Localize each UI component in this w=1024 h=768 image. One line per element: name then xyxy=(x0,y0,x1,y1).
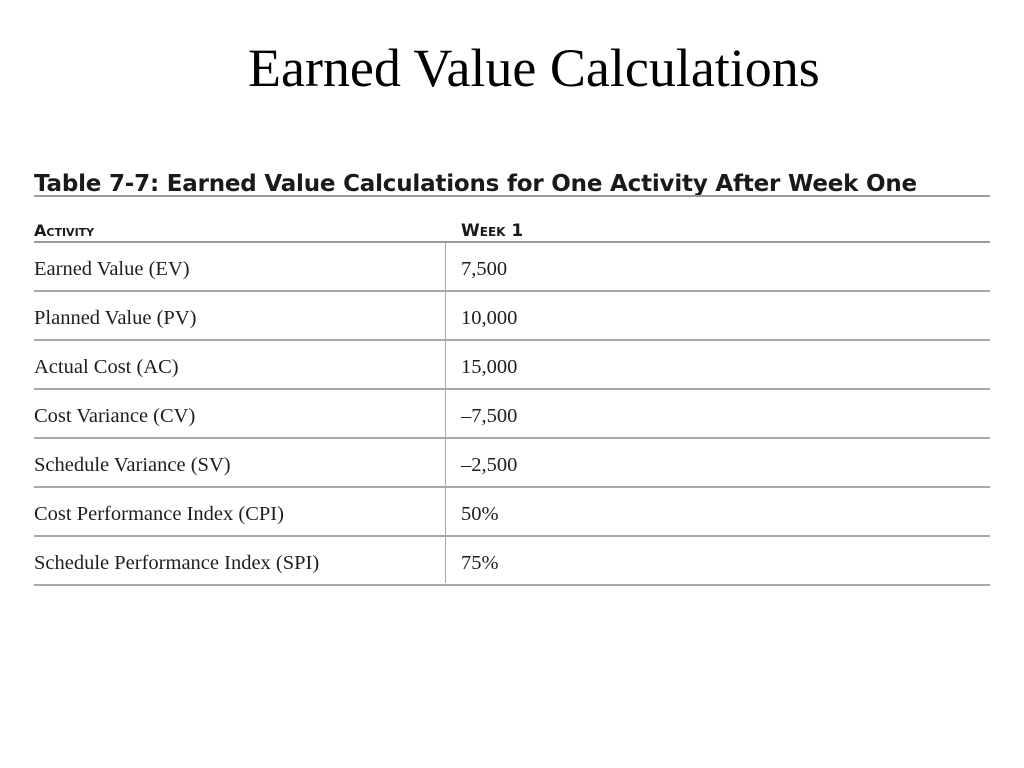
row-label: Cost Variance (CV) xyxy=(34,405,196,427)
table-row: Planned Value (PV) 10,000 xyxy=(34,292,990,341)
header-rule xyxy=(34,241,990,243)
row-label: Earned Value (EV) xyxy=(34,258,190,280)
table-row: Schedule Performance Index (SPI) 75% xyxy=(34,537,990,586)
row-value: 75% xyxy=(461,552,499,574)
table-row: Earned Value (EV) 7,500 xyxy=(34,243,990,292)
row-label: Actual Cost (AC) xyxy=(34,356,179,378)
table-row: Schedule Variance (SV) –2,500 xyxy=(34,439,990,488)
row-value: –7,500 xyxy=(461,405,518,427)
row-value: –2,500 xyxy=(461,454,518,476)
row-label: Schedule Variance (SV) xyxy=(34,454,231,476)
row-label: Cost Performance Index (CPI) xyxy=(34,503,284,525)
table-row: Cost Performance Index (CPI) 50% xyxy=(34,488,990,537)
column-divider xyxy=(445,243,446,583)
table-row: Cost Variance (CV) –7,500 xyxy=(34,390,990,439)
table-body: Earned Value (EV) 7,500 Planned Value (P… xyxy=(34,243,990,586)
table-header-row: Activity Week 1 xyxy=(34,219,990,243)
row-value: 50% xyxy=(461,503,499,525)
table-row: Actual Cost (AC) 15,000 xyxy=(34,341,990,390)
column-header-week-1: Week 1 xyxy=(461,221,524,241)
row-label: Planned Value (PV) xyxy=(34,307,197,329)
row-value: 7,500 xyxy=(461,258,508,280)
row-label: Schedule Performance Index (SPI) xyxy=(34,552,320,574)
slide-title: Earned Value Calculations xyxy=(248,38,820,98)
column-header-activity: Activity xyxy=(34,221,95,240)
row-value: 15,000 xyxy=(461,356,518,378)
row-value: 10,000 xyxy=(461,307,518,329)
caption-rule xyxy=(34,195,990,197)
table-caption: Table 7-7: Earned Value Calculations for… xyxy=(34,171,917,197)
